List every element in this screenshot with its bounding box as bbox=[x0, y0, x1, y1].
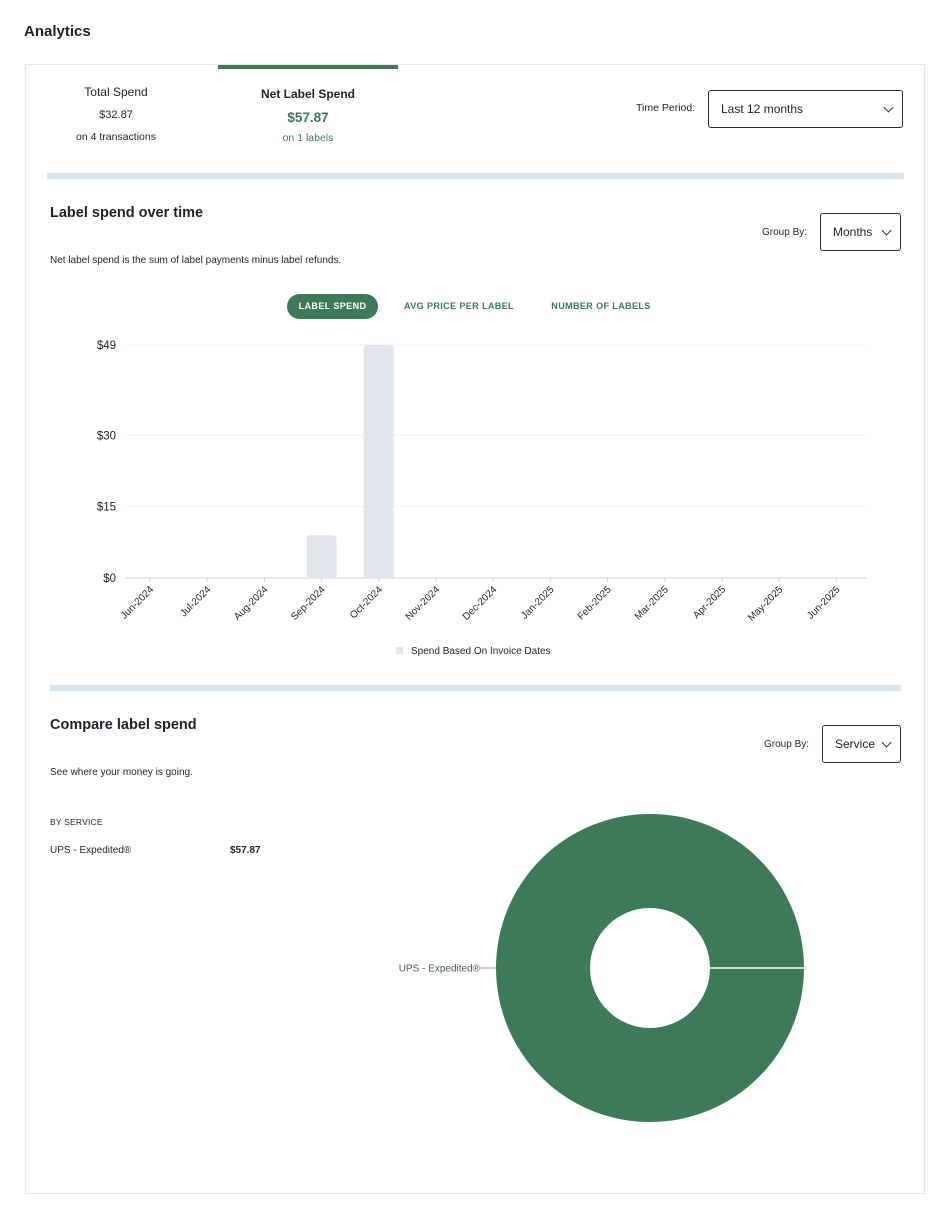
group-by-label: Group By: bbox=[762, 227, 808, 238]
service-donut-chart: UPS - Expedited® bbox=[399, 813, 804, 1123]
total-spend-title: Total Spend bbox=[84, 85, 148, 99]
chevron-down-icon bbox=[881, 737, 892, 748]
label-spend-bar-chart: $0 $15 $30 $49 Jun-2024 Jul-2024 Aug-2024 Sep-2… bbox=[97, 340, 866, 624]
x-tick-label: Jan-2025 bbox=[519, 584, 557, 622]
x-tick-label: Jun-2025 bbox=[805, 584, 843, 622]
compare-spend-description: See where your money is going. bbox=[50, 767, 193, 778]
x-tick-label: Feb-2025 bbox=[576, 584, 614, 622]
x-tick-label: Oct-2024 bbox=[348, 584, 385, 621]
service-value: $57.87 bbox=[230, 845, 261, 856]
x-tick-label: Dec-2024 bbox=[461, 584, 500, 623]
spend-over-time-description: Net label spend is the sum of label paym… bbox=[50, 255, 342, 266]
time-period-value: Last 12 months bbox=[721, 102, 804, 116]
bar bbox=[306, 535, 337, 578]
divider bbox=[50, 685, 901, 691]
group-by-service-select[interactable]: Service bbox=[822, 725, 901, 763]
chevron-down-icon bbox=[883, 102, 894, 113]
legend-swatch bbox=[396, 646, 403, 654]
compare-spend-title: Compare label spend bbox=[50, 717, 197, 733]
y-tick-label: $15 bbox=[97, 502, 116, 514]
service-row: UPS - Expedited® $57.87 bbox=[50, 845, 270, 856]
group-by-months-select[interactable]: Months bbox=[820, 213, 901, 251]
chevron-down-icon bbox=[881, 225, 892, 236]
group-by-service-value: Service bbox=[835, 737, 876, 751]
tab-total-spend[interactable]: Total Spend $32.87 on 4 transactions bbox=[26, 85, 206, 143]
bar bbox=[363, 345, 394, 578]
tab-label-spend[interactable]: LABEL SPEND bbox=[287, 294, 378, 319]
x-tick-label: May-2025 bbox=[746, 584, 786, 624]
time-period-select[interactable]: Last 12 months bbox=[708, 90, 903, 128]
x-tick-label: Nov-2024 bbox=[404, 584, 443, 623]
x-tick-label: Sep-2024 bbox=[289, 584, 328, 623]
x-tick-label: Aug-2024 bbox=[232, 584, 271, 623]
tab-avg-price-per-label[interactable]: AVG PRICE PER LABEL bbox=[404, 301, 514, 311]
net-label-spend-title: Net Label Spend bbox=[260, 87, 355, 101]
group-by-months-value: Months bbox=[833, 225, 873, 239]
slice-label: UPS - Expedited® bbox=[399, 964, 481, 975]
donut-slice bbox=[496, 813, 804, 1123]
x-tick-label: Jul-2024 bbox=[178, 584, 213, 619]
analytics-card: Total Spend $32.87 on 4 transactions Net… bbox=[25, 64, 925, 1194]
total-spend-value: $32.87 bbox=[99, 109, 133, 121]
service-name: UPS - Expedited® bbox=[50, 845, 132, 856]
x-tick-label: Jun-2024 bbox=[119, 584, 157, 622]
total-spend-transactions: on 4 transactions bbox=[76, 131, 156, 143]
net-label-spend-labels: on 1 labels bbox=[282, 132, 334, 144]
by-service-header: BY SERVICE bbox=[50, 817, 103, 827]
time-period-label: Time Period: bbox=[636, 102, 696, 114]
group-by-label: Group By: bbox=[764, 739, 810, 750]
y-tick-label: $0 bbox=[103, 573, 116, 585]
y-tick-label: $49 bbox=[97, 340, 116, 352]
tab-net-label-spend[interactable]: Net Label Spend $57.87 on 1 labels bbox=[218, 65, 398, 161]
page-title: Analytics bbox=[24, 23, 91, 40]
divider bbox=[47, 173, 904, 179]
tab-number-of-labels[interactable]: NUMBER OF LABELS bbox=[551, 301, 651, 311]
net-label-spend-value: $57.87 bbox=[287, 110, 329, 125]
x-tick-label: Apr-2025 bbox=[691, 584, 728, 621]
chart-legend: Spend Based On Invoice Dates bbox=[396, 646, 551, 657]
spend-over-time-title: Label spend over time bbox=[50, 205, 204, 221]
y-tick-label: $30 bbox=[97, 430, 116, 442]
x-tick-label: Mar-2025 bbox=[633, 584, 671, 622]
legend-label: Spend Based On Invoice Dates bbox=[411, 646, 551, 657]
